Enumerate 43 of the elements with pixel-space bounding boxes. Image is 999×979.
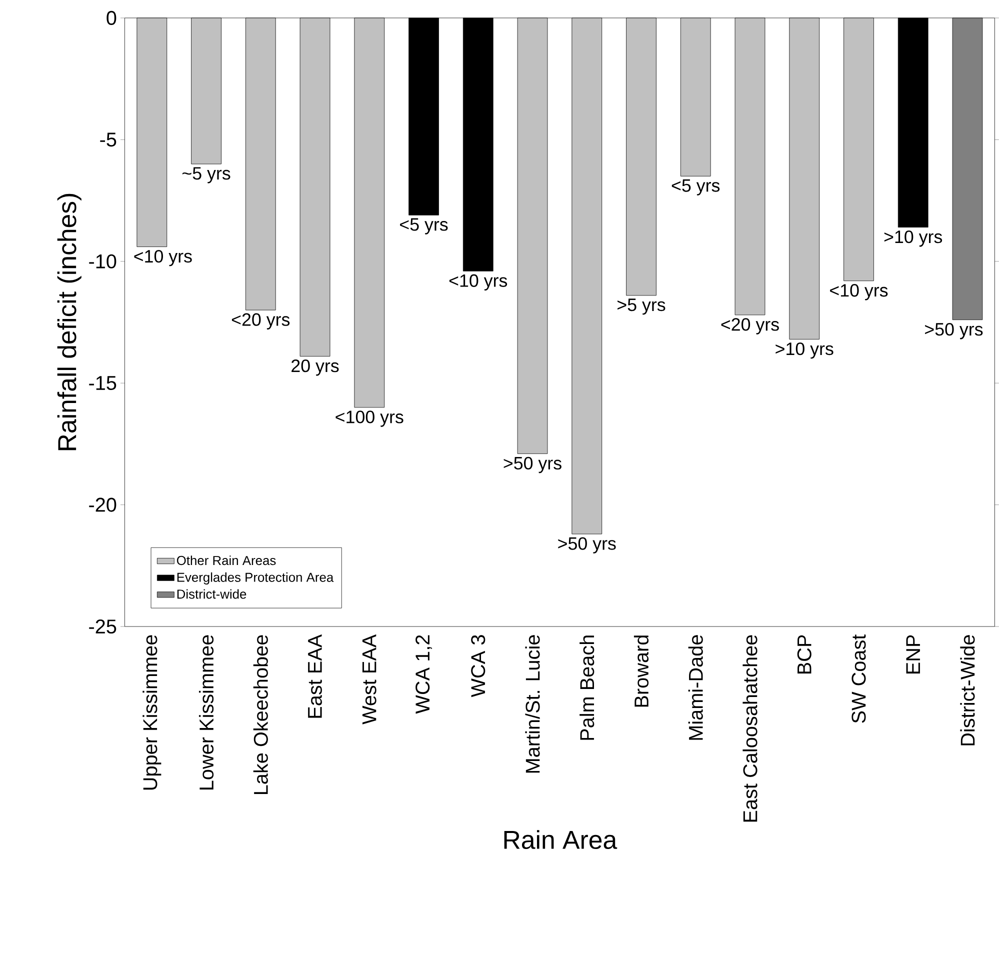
annotation: <10 yrs [830, 284, 888, 300]
annotation: 20 yrs [292, 360, 339, 376]
legend-label: District-wide [177, 589, 246, 599]
annotation: <100 yrs [336, 410, 404, 427]
annotation: <5 yrs [672, 180, 720, 196]
annotation: ~5 yrs [182, 167, 230, 184]
annotation: >10 yrs [884, 230, 942, 247]
x-tick-label: Palm Beach [580, 636, 594, 740]
x-tick-label: East EAA [308, 634, 322, 718]
x-tick-label: WCA 1,2 [416, 635, 432, 714]
x-tick-label: Broward [634, 636, 649, 707]
x-axis-title: Rain Area [504, 830, 618, 850]
annotation: <20 yrs [232, 313, 290, 330]
x-tick-label: East Caloosahatchee [742, 635, 758, 822]
annotation: <20 yrs [721, 318, 779, 334]
y-tick-label: -5 [100, 132, 116, 147]
annotation: >50 yrs [558, 537, 616, 554]
x-tick-label: SW Coast [852, 634, 866, 723]
y-tick-label: -20 [89, 498, 116, 512]
legend-label: Other Rain Areas [176, 556, 276, 566]
x-tick-label: Lower Kissimmee [198, 635, 214, 790]
y-tick-label: -10 [89, 254, 116, 269]
x-tick-label: Lake Okeechobee [253, 635, 268, 794]
x-tick-label: ENP [906, 635, 920, 674]
y-axis-title: Rainfall deficit (inches) [57, 194, 82, 450]
legend-label: Everglades Protection Area [177, 572, 334, 585]
x-tick-label: West EAA [362, 634, 376, 725]
y-tick-label: -25 [89, 620, 116, 634]
annotation: >50 yrs [925, 323, 983, 340]
annotation: >10 yrs [776, 342, 834, 359]
x-tick-label: Martin/St. Lucie [525, 635, 540, 773]
y-tick-label: -15 [89, 376, 116, 390]
annotation: <10 yrs [134, 250, 192, 266]
x-tick-label: Upper Kissimmee [142, 635, 162, 790]
annotation: <10 yrs [449, 274, 508, 291]
x-tick-label: Miami-Dade [688, 635, 703, 740]
annotation: >50 yrs [504, 457, 562, 474]
annotation: <5 yrs [400, 218, 448, 234]
x-tick-label: WCA 3 [471, 635, 486, 698]
annotation: >5 yrs [618, 298, 666, 315]
y-tick-label: 0 [106, 11, 116, 26]
x-tick-label: BCP [797, 635, 812, 674]
x-tick-label: District-Wide [960, 635, 975, 746]
